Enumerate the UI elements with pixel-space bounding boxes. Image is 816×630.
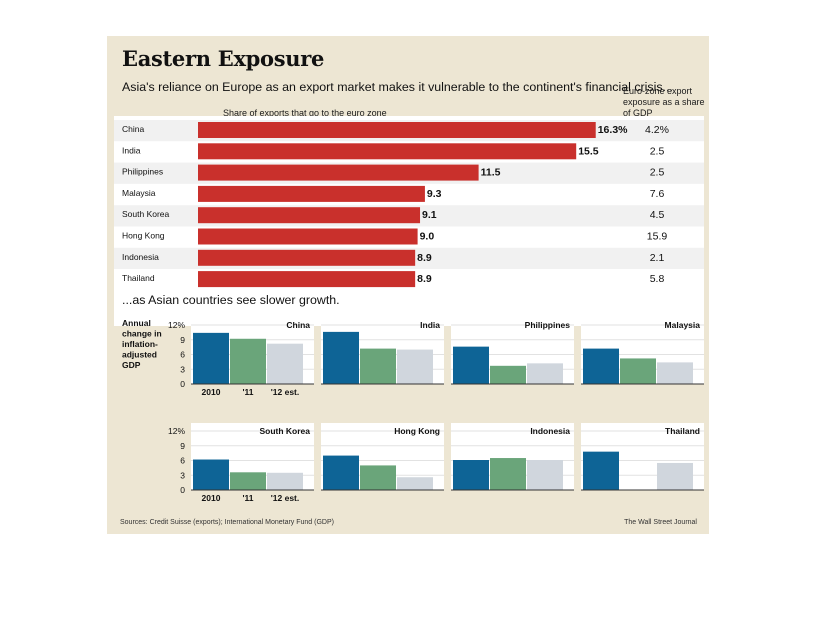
gdp-exposure-value: 4.5 bbox=[650, 209, 665, 221]
x-tick-label: '11 bbox=[242, 387, 253, 397]
panel-title: Malaysia bbox=[665, 320, 701, 330]
panel-title: Philippines bbox=[525, 320, 571, 330]
growth-subtitle: ...as Asian countries see slower growth. bbox=[122, 293, 340, 307]
bar-value-label: 9.3 bbox=[427, 188, 442, 200]
export-bar bbox=[198, 249, 416, 266]
country-label: India bbox=[122, 145, 141, 155]
y-tick-label: 6 bbox=[180, 456, 185, 466]
gdp-exposure-value: 15.9 bbox=[647, 231, 668, 243]
y-tick-label: 3 bbox=[180, 364, 185, 374]
y-tick-label: 0 bbox=[180, 485, 185, 495]
gdp-exposure-value: 2.5 bbox=[650, 167, 665, 179]
growth-bar bbox=[527, 363, 563, 384]
panel-title: Hong Kong bbox=[394, 426, 440, 436]
country-label: Malaysia bbox=[122, 188, 156, 198]
gdp-exposure-value: 4.2% bbox=[645, 124, 669, 136]
x-tick-label: 2010 bbox=[202, 387, 221, 397]
bar-value-label: 9.0 bbox=[420, 231, 435, 243]
growth-bar bbox=[193, 459, 229, 490]
x-tick-label: 2010 bbox=[202, 493, 221, 503]
panel-title: Thailand bbox=[665, 426, 700, 436]
exports-header: Share of exports that go to the euro zon… bbox=[223, 108, 387, 118]
y-tick-label: 0 bbox=[180, 379, 185, 389]
growth-bar bbox=[397, 477, 433, 490]
bar-value-label: 8.9 bbox=[417, 252, 432, 264]
country-label: South Korea bbox=[122, 209, 170, 219]
growth-bar bbox=[657, 362, 693, 384]
growth-bar bbox=[360, 465, 396, 490]
chart-title: Eastern Exposure bbox=[122, 46, 325, 71]
export-bar bbox=[198, 228, 418, 245]
chart-subtitle: Asia's reliance on Europe as an export m… bbox=[122, 80, 673, 94]
y-tick-label: 6 bbox=[180, 350, 185, 360]
gdp-exposure-header: Euro-zone export exposure as a share of … bbox=[623, 86, 705, 118]
bar-value-label: 9.1 bbox=[422, 209, 437, 221]
source-note: Sources: Credit Suisse (exports); Intern… bbox=[120, 519, 334, 526]
y-tick-label: 9 bbox=[180, 441, 185, 451]
gdp-exposure-value: 7.6 bbox=[650, 188, 665, 200]
growth-bar bbox=[527, 460, 563, 490]
export-bar bbox=[198, 143, 577, 160]
gdp-exposure-value: 5.8 bbox=[650, 273, 665, 285]
growth-bar bbox=[453, 460, 489, 490]
growth-bar bbox=[453, 346, 489, 384]
bar-value-label: 11.5 bbox=[481, 167, 501, 179]
growth-bar bbox=[193, 332, 229, 384]
y-axis-label: Annual change in inflation-adjusted GDP bbox=[122, 318, 162, 370]
country-label: Indonesia bbox=[122, 252, 159, 262]
export-bar bbox=[198, 185, 425, 202]
country-label: Hong Kong bbox=[122, 231, 165, 241]
growth-bar bbox=[323, 455, 359, 490]
publisher-credit: The Wall Street Journal bbox=[624, 519, 697, 526]
country-label: Thailand bbox=[122, 273, 155, 283]
growth-bar bbox=[490, 458, 526, 490]
growth-bar bbox=[267, 343, 303, 384]
panel-title: China bbox=[286, 320, 310, 330]
y-tick-label: 12% bbox=[168, 426, 185, 436]
panel-title: India bbox=[420, 320, 440, 330]
growth-bar bbox=[620, 358, 656, 384]
gdp-exposure-value: 2.5 bbox=[650, 145, 665, 157]
gdp-exposure-value: 2.1 bbox=[650, 252, 665, 264]
growth-bar bbox=[360, 348, 396, 384]
growth-bar bbox=[583, 451, 619, 490]
growth-bar bbox=[323, 331, 359, 384]
x-tick-label: '12 est. bbox=[271, 493, 299, 503]
export-bar bbox=[198, 164, 479, 181]
growth-bar bbox=[490, 365, 526, 384]
growth-bar bbox=[230, 472, 266, 490]
growth-bar bbox=[583, 348, 619, 384]
panel-title: Indonesia bbox=[530, 426, 570, 436]
export-share-chart: China 16.3% 4.2% India 15.5 2.5 Philippines 11.… bbox=[114, 120, 704, 291]
panel-title: South Korea bbox=[259, 426, 310, 436]
bar-value-label: 16.3% bbox=[598, 124, 628, 136]
bar-value-label: 8.9 bbox=[417, 273, 432, 285]
bar-value-label: 15.5 bbox=[578, 145, 599, 157]
chart-card: Eastern Exposure Asia's reliance on Euro… bbox=[107, 36, 709, 534]
gdp-growth-chart: Annual change in inflation-adjusted GDP 0 3 6 9… bbox=[122, 317, 704, 503]
growth-bar bbox=[657, 462, 693, 490]
country-label: Philippines bbox=[122, 167, 163, 177]
export-bar bbox=[198, 271, 416, 288]
y-tick-label: 3 bbox=[180, 470, 185, 480]
country-label: China bbox=[122, 124, 144, 134]
export-bar bbox=[198, 122, 596, 138]
x-tick-label: '11 bbox=[242, 493, 253, 503]
growth-bar bbox=[230, 338, 266, 384]
export-bar bbox=[198, 207, 421, 224]
export-share-panel: China 16.3% 4.2% India 15.5 2.5 Philippines 11.… bbox=[114, 116, 704, 326]
y-tick-label: 12% bbox=[168, 320, 185, 330]
growth-bar bbox=[397, 349, 433, 384]
y-tick-label: 9 bbox=[180, 335, 185, 345]
growth-bar bbox=[267, 472, 303, 490]
x-tick-label: '12 est. bbox=[271, 387, 299, 397]
